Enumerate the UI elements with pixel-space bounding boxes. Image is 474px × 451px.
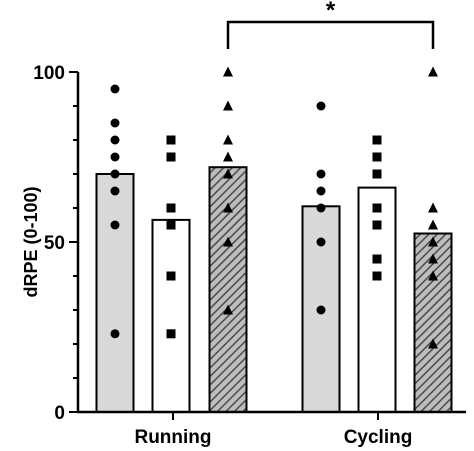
y-axis-title: dRPE (0-100) — [21, 186, 41, 297]
data-point — [372, 152, 382, 162]
data-point — [110, 135, 120, 145]
data-point — [110, 169, 120, 179]
data-point — [316, 237, 326, 247]
data-point — [428, 219, 438, 230]
y-tick-label: 0 — [54, 403, 65, 424]
data-point — [316, 101, 326, 111]
data-point — [223, 236, 233, 247]
y-tick-label: 50 — [44, 233, 65, 254]
bar — [151, 218, 191, 413]
data-point — [166, 203, 176, 213]
significance-bracket — [226, 20, 435, 49]
labels-layer: 0 50 100 Running Cycling dRPE (0-100) * — [21, 0, 412, 448]
data-point — [428, 66, 438, 77]
data-point — [428, 253, 438, 264]
data-point — [372, 254, 382, 264]
axes-layer — [69, 20, 466, 420]
data-point — [223, 100, 233, 111]
data-point — [428, 236, 438, 247]
x-category-label: Running — [134, 427, 211, 448]
bar — [413, 232, 453, 413]
x-category-label: Cycling — [344, 427, 413, 448]
bars-layer — [95, 166, 453, 413]
data-point — [110, 220, 120, 230]
data-point — [223, 134, 233, 145]
data-point — [223, 304, 233, 315]
data-point — [372, 169, 382, 179]
data-point — [372, 271, 382, 281]
data-point — [166, 135, 176, 145]
data-point — [316, 186, 326, 196]
data-point — [223, 151, 233, 162]
data-point — [372, 135, 382, 145]
data-point — [372, 203, 382, 213]
data-point — [166, 271, 176, 281]
data-point — [372, 220, 382, 230]
significance-label: * — [326, 0, 336, 24]
data-point — [428, 270, 438, 281]
data-point — [110, 84, 120, 94]
data-point — [428, 338, 438, 349]
bar — [95, 173, 135, 413]
points-layer — [110, 66, 438, 349]
data-point — [166, 152, 176, 162]
data-point — [223, 66, 233, 77]
data-point — [110, 152, 120, 162]
data-point — [316, 203, 326, 213]
data-point — [223, 168, 233, 179]
data-point — [110, 186, 120, 196]
data-point — [223, 202, 233, 213]
data-point — [110, 118, 120, 128]
data-point — [166, 329, 176, 339]
data-point — [428, 202, 438, 213]
data-point — [166, 220, 176, 230]
data-point — [316, 305, 326, 315]
y-tick-label: 100 — [33, 63, 65, 84]
data-point — [316, 169, 326, 179]
data-point — [110, 329, 120, 339]
